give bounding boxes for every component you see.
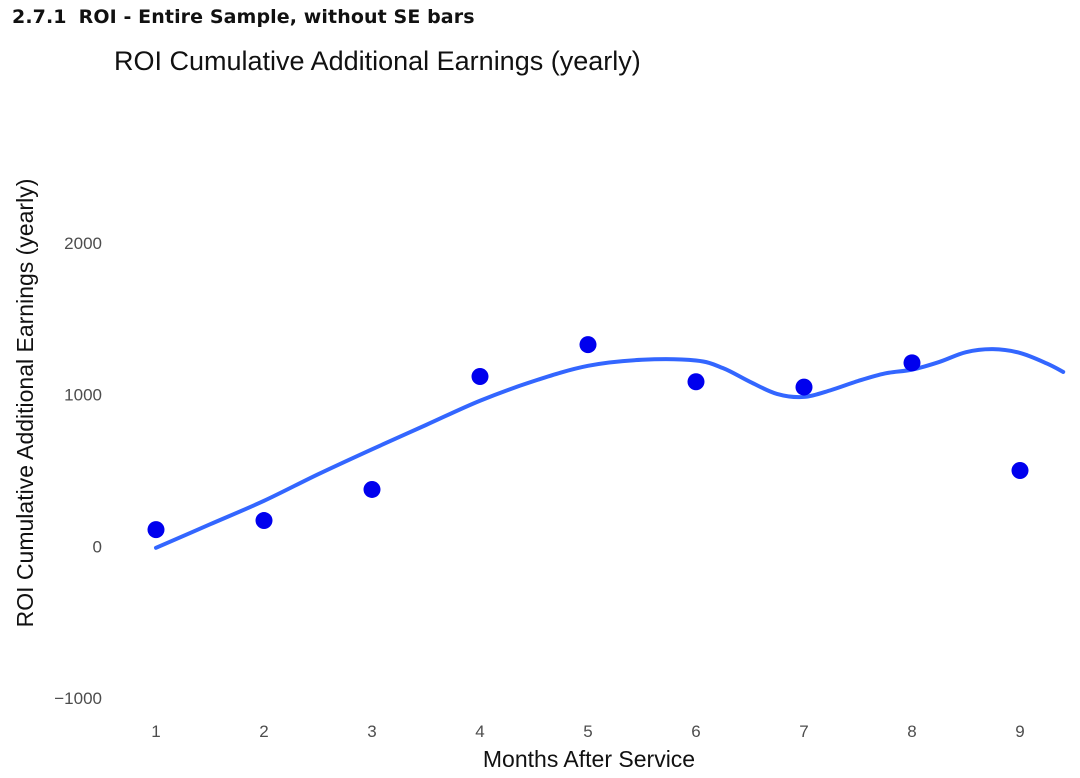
data-point	[687, 373, 705, 391]
data-point	[255, 512, 273, 530]
smooth-trend-line	[154, 347, 1066, 550]
x-tick-label: 1	[151, 722, 160, 741]
data-point	[363, 480, 381, 498]
x-tick-label: 4	[475, 722, 484, 741]
data-points	[147, 336, 1029, 539]
chart-title: ROI Cumulative Additional Earnings (year…	[114, 46, 641, 76]
data-point	[147, 521, 165, 539]
y-tick-label: 1000	[64, 386, 102, 405]
x-axis-title: Months After Service	[483, 746, 695, 772]
x-tick-label: 6	[691, 722, 700, 741]
data-point	[1011, 462, 1029, 479]
x-tick-label: 5	[583, 722, 592, 741]
y-axis-title: ROI Cumulative Additional Earnings (year…	[12, 179, 38, 628]
section-title: ROI - Entire Sample, without SE bars	[78, 6, 475, 28]
x-tick-label: 7	[799, 722, 808, 741]
data-point	[795, 378, 813, 396]
y-tick-label: 0	[93, 537, 102, 556]
x-tick-label: 9	[1015, 722, 1024, 741]
y-axis-ticks: −1000 0 1000 2000	[54, 234, 102, 708]
x-tick-label: 3	[367, 722, 376, 741]
data-point	[471, 367, 489, 385]
data-point	[903, 354, 921, 372]
x-axis-ticks: 1 2 3 4 5 6 7 8 9	[151, 722, 1024, 741]
x-tick-label: 2	[259, 722, 268, 741]
x-tick-label: 8	[907, 722, 916, 741]
section-heading: 2.7.1 ROI - Entire Sample, without SE bar…	[12, 6, 475, 28]
y-tick-label: −1000	[54, 689, 102, 708]
data-point	[579, 336, 597, 354]
y-tick-label: 2000	[64, 234, 102, 253]
section-number: 2.7.1	[12, 6, 67, 28]
